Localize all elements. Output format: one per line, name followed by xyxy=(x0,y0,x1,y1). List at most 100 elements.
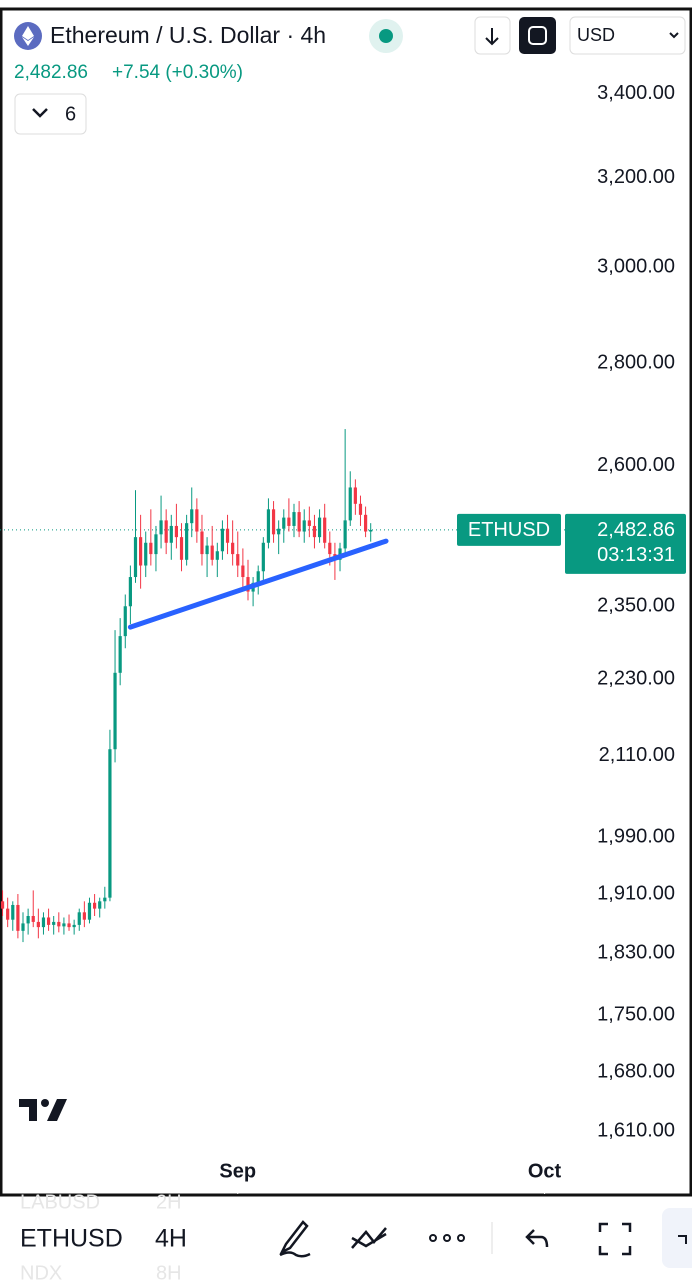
y-tick-label: 2,600.00 xyxy=(597,454,675,476)
candle-body xyxy=(46,917,51,925)
interval[interactable]: 4H xyxy=(155,1225,187,1253)
candle-body xyxy=(82,912,86,920)
more-button[interactable] xyxy=(429,1234,465,1242)
candle-body xyxy=(363,514,368,532)
candle-body xyxy=(67,923,71,928)
candle-body xyxy=(348,487,352,521)
symbol-label: ETHUSD xyxy=(468,519,550,541)
symbol-prev[interactable]: LABUSD xyxy=(20,1191,100,1213)
candle-body xyxy=(26,915,30,924)
candle-body xyxy=(292,512,296,526)
candle-body xyxy=(200,531,204,555)
y-tick-label: 3,000.00 xyxy=(597,256,675,278)
y-tick-label: 1,680.00 xyxy=(597,1060,675,1082)
y-tick-label: 3,400.00 xyxy=(597,82,675,104)
fullscreen-icon xyxy=(528,26,547,45)
x-tick-label: Sep xyxy=(219,1160,256,1182)
interval-prev[interactable]: 2H xyxy=(156,1191,182,1213)
header: Ethereum / U.S. Dollar · 4h USD 2,482.86… xyxy=(14,16,686,135)
candle-body xyxy=(118,636,122,673)
chevron xyxy=(669,32,679,39)
y-tick-label: 2,800.00 xyxy=(597,351,675,373)
chart: 1,610.00 1,680.00 1,750.00 1,830.00 1,910.00… xyxy=(0,82,686,1194)
currency-select[interactable] xyxy=(569,16,686,55)
candle-body xyxy=(256,571,260,583)
candle-body xyxy=(113,672,117,750)
candle-body xyxy=(98,901,102,909)
symbol[interactable]: ETHUSD xyxy=(20,1225,123,1253)
candle-body xyxy=(108,749,112,898)
candle-body xyxy=(103,897,107,902)
candle-body xyxy=(21,923,25,931)
indicators-toggle[interactable] xyxy=(14,93,87,135)
candle-body xyxy=(328,542,332,555)
chart-title: Ethereum / U.S. Dollar · 4h xyxy=(50,22,326,48)
candle-body xyxy=(312,525,317,538)
candle-body xyxy=(277,528,281,535)
currency: USD xyxy=(577,25,615,45)
candle-body xyxy=(210,545,214,560)
candle-body xyxy=(144,542,148,566)
line-tool[interactable] xyxy=(351,1227,387,1249)
symbol-label-bg xyxy=(457,513,561,546)
symbol-next[interactable]: NDX xyxy=(20,1262,62,1280)
download-icon xyxy=(485,28,499,46)
logo-part xyxy=(19,1099,37,1121)
candle-body xyxy=(307,520,311,526)
interval-next[interactable]: 8H xyxy=(156,1262,182,1280)
candle-body xyxy=(241,565,245,578)
candle-body xyxy=(87,902,92,920)
candle-body xyxy=(266,509,271,543)
candle-body xyxy=(6,908,10,920)
x-tick-label: Oct xyxy=(528,1160,562,1182)
candle-body xyxy=(231,542,235,555)
candle-body xyxy=(353,487,357,504)
trendline xyxy=(127,538,389,630)
candle-body xyxy=(123,606,127,637)
candle-body xyxy=(0,901,5,909)
candle-body xyxy=(190,509,194,524)
candle-body xyxy=(246,577,250,592)
y-tick-label: 1,610.00 xyxy=(597,1119,675,1141)
candle-body xyxy=(41,917,46,928)
countdown: 03:13:31 xyxy=(597,544,675,566)
candle-body xyxy=(154,534,158,555)
candle-body xyxy=(164,520,168,543)
candle-body xyxy=(220,528,225,552)
y-tick-label: 2,350.00 xyxy=(597,595,675,617)
candle-body xyxy=(36,921,40,928)
candle-body xyxy=(215,551,219,560)
price-label-bg xyxy=(565,513,686,574)
fullscreen-button[interactable] xyxy=(519,17,556,54)
y-tick-label: 3,200.00 xyxy=(597,166,675,188)
indicator-count: 6 xyxy=(65,103,76,125)
draw-tool[interactable] xyxy=(279,1220,311,1258)
logo-part xyxy=(41,1099,49,1107)
candle-body xyxy=(72,924,76,928)
candle-body xyxy=(343,520,347,549)
panel-edge[interactable] xyxy=(662,1208,692,1268)
fullscreen-tool[interactable] xyxy=(598,1222,632,1256)
undo-button[interactable] xyxy=(525,1229,549,1248)
candle-body xyxy=(358,503,363,515)
candle-body xyxy=(317,517,322,538)
eth-glyph xyxy=(22,26,34,46)
candle-body xyxy=(57,921,61,927)
y-tick-label: 2,230.00 xyxy=(597,667,675,689)
price-label: 2,482.86 xyxy=(597,519,675,541)
candle-body xyxy=(282,517,286,529)
candle-body xyxy=(236,554,240,566)
candle-body xyxy=(62,923,66,927)
price-change: +7.54 (+0.30%) xyxy=(112,62,243,83)
candle-body xyxy=(77,912,81,925)
y-tick-label: 1,990.00 xyxy=(597,825,675,847)
candle-body xyxy=(185,523,189,560)
candle-body xyxy=(297,512,301,532)
candle-body xyxy=(369,529,373,532)
candle-body xyxy=(179,537,184,560)
candle-body xyxy=(287,517,291,526)
candle-body xyxy=(31,915,35,922)
toggle-chevron xyxy=(32,108,48,118)
